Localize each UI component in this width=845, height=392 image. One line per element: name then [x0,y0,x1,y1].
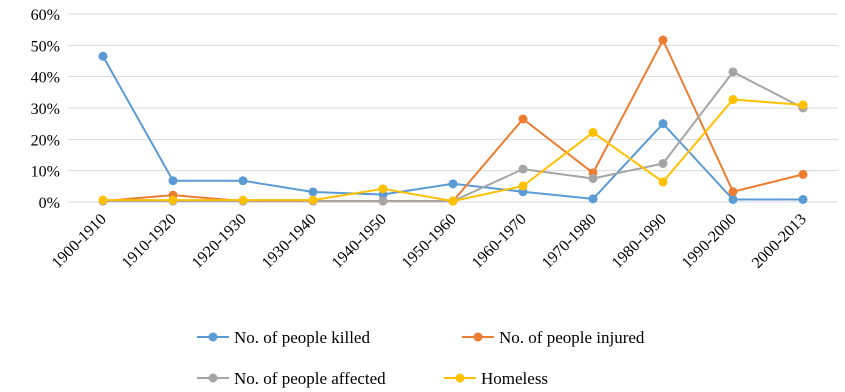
data-point [588,194,598,204]
legend-label: No. of people injured [499,328,645,347]
x-tick-label: 2000-2013 [749,211,810,272]
series-line [102,39,804,203]
data-point [798,100,808,110]
data-point [658,35,668,45]
x-tick-label: 1930-1940 [259,211,320,272]
data-point [798,169,808,179]
data-point [658,158,668,168]
data-point [98,51,108,61]
data-point [308,195,318,205]
data-point [728,67,738,77]
legend-swatch-marker [473,332,483,342]
data-point [588,174,598,183]
x-tick-label: 1900-1910 [49,211,110,272]
legend-label: No. of people killed [234,328,370,347]
x-tick-label: 1960-1970 [469,211,530,272]
data-point [308,187,318,197]
x-tick-label: 1950-1960 [399,211,460,272]
data-point [518,181,528,191]
data-point [378,196,388,206]
legend: No. of people killed No. of people injure… [197,328,645,388]
data-point [728,194,738,204]
data-point [518,114,528,124]
legend-label: No. of people affected [234,369,386,388]
x-tick-label: 1910-1920 [119,211,180,272]
series-points [98,35,808,206]
data-point [238,176,248,186]
x-axis-tick-labels: 1900-1910 1910-1920 1920-1930 1930-1940 1940… [49,211,810,272]
x-tick-label: 1940-1950 [329,211,390,272]
y-tick-label: 20% [31,132,60,149]
data-point [98,195,108,205]
data-point [378,184,388,194]
legend-swatch-marker [455,373,465,383]
y-tick-label: 30% [31,101,60,118]
data-point [588,127,598,137]
data-point [448,179,458,189]
data-point [168,176,178,186]
data-point [168,195,178,205]
data-point [238,195,248,205]
legend-swatch-marker [208,373,218,383]
gridlines [68,13,838,203]
data-point [518,164,528,174]
series-line [102,55,803,201]
y-axis-tick-labels: 0% 10% 20% 30% 40% 50% 60% [31,7,60,212]
legend-swatch-marker [208,332,218,342]
data-point [658,177,668,187]
data-point [658,119,668,129]
x-tick-label: 1920-1930 [189,211,250,272]
data-point [728,187,738,197]
x-tick-label: 1970-1980 [539,211,600,272]
data-point [448,196,458,206]
legend-label: Homeless [481,369,548,388]
data-point [728,95,738,105]
y-tick-label: 10% [31,164,60,181]
y-tick-label: 40% [31,70,60,87]
data-point [798,194,808,204]
x-tick-label: 1990-2000 [679,211,740,272]
y-tick-label: 60% [31,7,60,24]
series-lines [102,39,804,203]
x-tick-label: 1980-1990 [609,211,670,272]
y-tick-label: 0% [39,195,60,212]
y-tick-label: 50% [31,38,60,55]
